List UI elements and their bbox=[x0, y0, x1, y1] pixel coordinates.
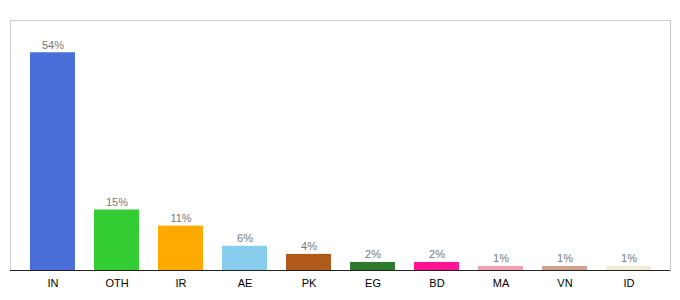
svg-text:1%: 1% bbox=[621, 252, 637, 264]
svg-text:ID: ID bbox=[624, 277, 635, 289]
svg-text:EG: EG bbox=[365, 277, 381, 289]
svg-text:1%: 1% bbox=[557, 252, 573, 264]
svg-text:PK: PK bbox=[302, 277, 317, 289]
svg-text:54%: 54% bbox=[42, 39, 64, 51]
svg-text:MA: MA bbox=[493, 277, 510, 289]
svg-text:2%: 2% bbox=[365, 248, 381, 260]
svg-text:IR: IR bbox=[176, 277, 187, 289]
svg-text:1%: 1% bbox=[493, 252, 509, 264]
svg-text:AE: AE bbox=[238, 277, 253, 289]
svg-text:15%: 15% bbox=[106, 196, 128, 208]
svg-text:OTH: OTH bbox=[105, 277, 128, 289]
svg-text:IN: IN bbox=[48, 277, 59, 289]
svg-text:6%: 6% bbox=[237, 232, 253, 244]
svg-text:4%: 4% bbox=[301, 240, 317, 252]
svg-text:11%: 11% bbox=[170, 212, 191, 224]
svg-text:2%: 2% bbox=[429, 248, 445, 260]
svg-text:VN: VN bbox=[557, 277, 572, 289]
svg-text:BD: BD bbox=[429, 277, 444, 289]
